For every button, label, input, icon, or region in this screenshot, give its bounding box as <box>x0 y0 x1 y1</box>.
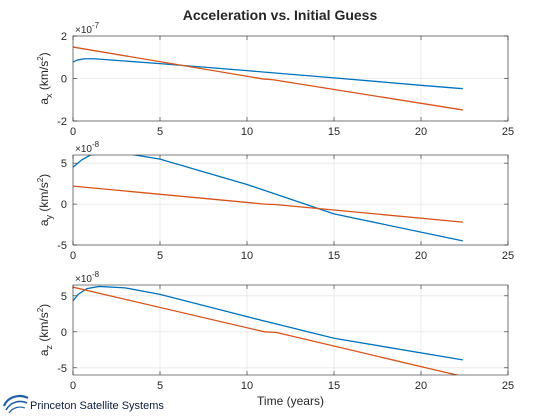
series-line-2 <box>73 185 463 223</box>
x-tick-label: 0 <box>70 250 76 262</box>
x-tick-label: 15 <box>328 126 340 138</box>
y-tick-label: 0 <box>61 74 67 86</box>
x-tick-label: 20 <box>415 250 427 262</box>
x-tick-label: 20 <box>415 380 427 392</box>
y-axis-label: ay (km/s2) <box>36 174 54 226</box>
subplot-3: 0 5 10 15 20 25-505×10-8az (km/s2)Time (years… <box>36 270 514 408</box>
x-tick-label: 10 <box>241 126 253 138</box>
footer-company-name: Princeton Satellite Systems <box>30 400 164 412</box>
princeton-satellite-systems-logo-icon <box>2 395 29 414</box>
x-axis-label: Time (years) <box>257 394 324 408</box>
x-tick-label: 25 <box>502 380 514 392</box>
axis-exponent-label: ×10-8 <box>75 270 100 285</box>
x-tick-label: 10 <box>241 250 253 262</box>
x-tick-label: 15 <box>328 380 340 392</box>
y-tick-label: 2 <box>61 31 67 43</box>
x-tick-label: 5 <box>157 380 163 392</box>
axis-exponent-label: ×10-7 <box>75 21 100 36</box>
y-tick-label: 5 <box>61 291 67 303</box>
y-tick-label: -2 <box>57 116 67 128</box>
subplot-1: 0 5 10 15 20 25-202×10-7ax (km/s2) <box>36 21 514 138</box>
x-tick-label: 15 <box>328 250 340 262</box>
series-line-2 <box>73 286 460 375</box>
x-tick-label: 0 <box>70 126 76 138</box>
chart-title: Acceleration vs. Initial Guess <box>183 7 378 23</box>
x-tick-label: 10 <box>241 380 253 392</box>
y-tick-label: 5 <box>61 158 67 170</box>
x-tick-label: 5 <box>157 126 163 138</box>
series-line-1 <box>73 155 463 242</box>
y-tick-label: 0 <box>61 327 67 339</box>
plot-area <box>73 285 508 375</box>
y-axis-label: az (km/s2) <box>36 304 54 356</box>
series-line-2 <box>73 46 463 111</box>
series-line-1 <box>73 285 463 361</box>
x-tick-label: 20 <box>415 126 427 138</box>
x-tick-label: 25 <box>502 250 514 262</box>
axis-exponent-label: ×10-8 <box>75 140 100 155</box>
y-tick-label: -5 <box>57 363 67 375</box>
x-tick-label: 5 <box>157 250 163 262</box>
x-tick-label: 0 <box>70 380 76 392</box>
plot-area <box>73 155 508 245</box>
subplot-2: 0 5 10 15 20 25-505×10-8ay (km/s2) <box>36 140 514 262</box>
y-axis-label: ax (km/s2) <box>36 52 54 104</box>
y-tick-label: -5 <box>57 240 67 252</box>
x-tick-label: 25 <box>502 126 514 138</box>
y-tick-label: 0 <box>61 199 67 211</box>
series-line-1 <box>73 58 463 90</box>
axes-frame <box>72 154 509 246</box>
axes-frame <box>72 284 509 376</box>
